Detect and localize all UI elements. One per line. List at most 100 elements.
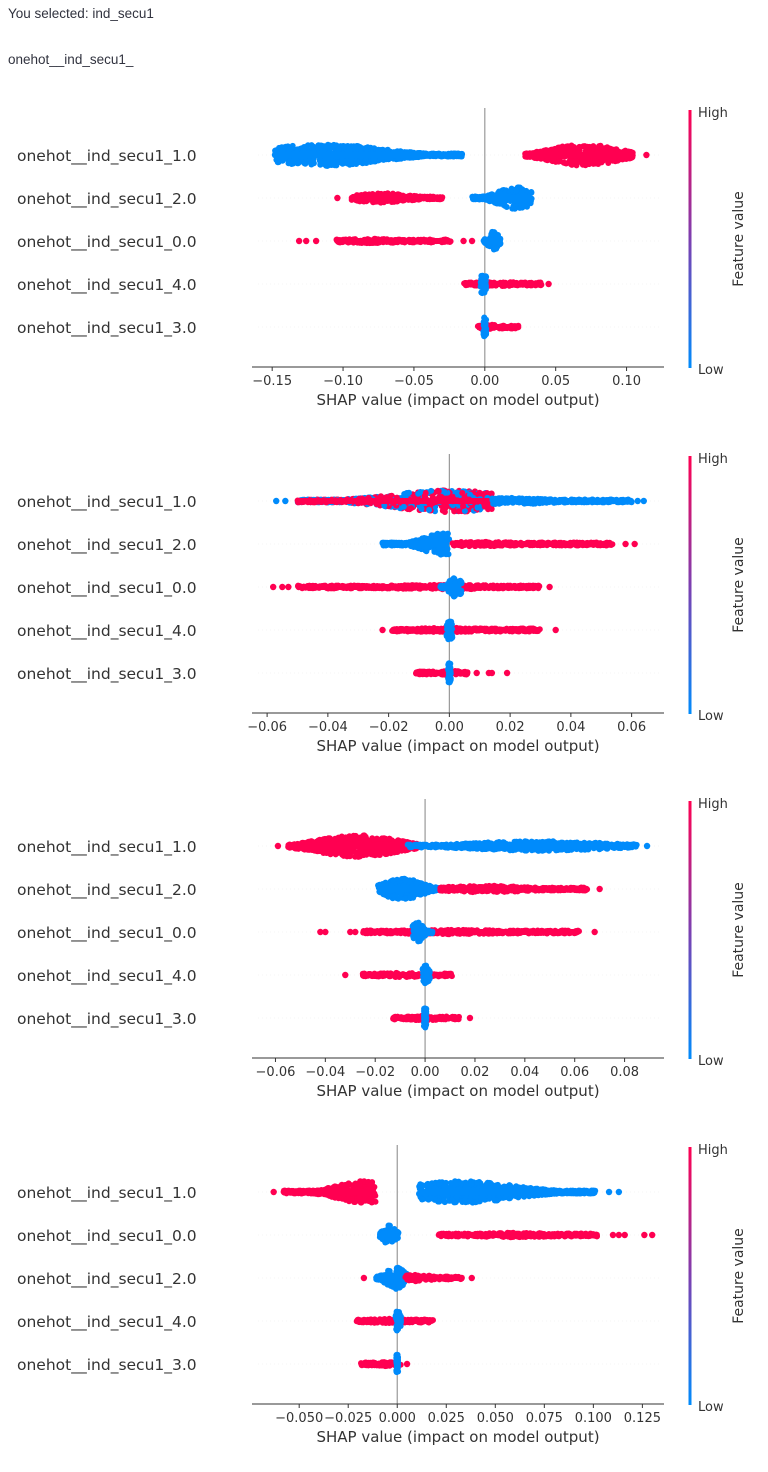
shap-point bbox=[418, 504, 424, 510]
shap-point bbox=[353, 145, 359, 151]
shap-point bbox=[513, 188, 519, 194]
point-band bbox=[440, 584, 461, 590]
shap-point bbox=[408, 505, 414, 511]
x-tick-label: −0.05 bbox=[394, 374, 434, 389]
point-band bbox=[297, 498, 491, 504]
point-band bbox=[352, 195, 443, 201]
x-tick-label: 0.05 bbox=[541, 374, 570, 389]
feature-row: onehot__ind_secu1_2.0 bbox=[17, 184, 662, 211]
shap-outlier-point bbox=[273, 498, 279, 504]
shap-point bbox=[415, 491, 421, 497]
feature-row: onehot__ind_secu1_4.0 bbox=[17, 273, 662, 296]
shap-outlier-point bbox=[634, 498, 640, 504]
shap-outlier-point bbox=[631, 541, 637, 547]
shap-point bbox=[435, 550, 441, 556]
shap-outlier-point bbox=[546, 584, 552, 590]
x-tick-label: 0.00 bbox=[470, 374, 499, 389]
shap-point bbox=[294, 146, 300, 152]
colorbar-low-label: Low bbox=[698, 363, 724, 378]
shap-point bbox=[451, 575, 457, 581]
point-band bbox=[481, 281, 487, 287]
point-band bbox=[452, 541, 613, 547]
point-band bbox=[524, 152, 633, 158]
shap-point bbox=[440, 551, 446, 557]
shap-point bbox=[504, 204, 510, 210]
feature-prefix-text: onehot__ind_secu1_ bbox=[8, 52, 133, 67]
feature-row: onehot__ind_secu1_2.0 bbox=[17, 531, 662, 558]
shap-point bbox=[315, 145, 321, 151]
shap-chart-2: onehot__ind_secu1_1.0 onehot__ind_secu1_2… bbox=[0, 436, 768, 781]
shap-outlier-point bbox=[279, 584, 285, 590]
shap-point bbox=[370, 157, 376, 163]
x-tick-label: −0.15 bbox=[252, 374, 292, 389]
feature-row: onehot__ind_secu1_0.0 bbox=[17, 229, 662, 253]
shap-point bbox=[426, 507, 432, 513]
chart-svg: onehot__ind_secu1_1.0 onehot__ind_secu1_2… bbox=[0, 90, 768, 435]
point-band bbox=[383, 541, 450, 547]
selected-feature-text: You selected: ind_secu1 bbox=[8, 6, 154, 21]
point-band bbox=[483, 324, 486, 330]
point-band bbox=[464, 281, 542, 287]
shap-point bbox=[572, 158, 578, 164]
shap-point bbox=[368, 145, 374, 151]
shap-point bbox=[475, 505, 481, 511]
shap-point bbox=[401, 504, 407, 510]
shap-point bbox=[443, 532, 449, 538]
shap-point bbox=[339, 158, 345, 164]
shap-point bbox=[457, 590, 463, 596]
shap-outlier-point bbox=[303, 238, 309, 244]
shap-point bbox=[436, 488, 442, 494]
shap-point bbox=[286, 147, 292, 153]
point-band bbox=[275, 152, 462, 158]
shap-point bbox=[331, 143, 337, 149]
feature-label: onehot__ind_secu1_2.0 bbox=[17, 536, 197, 555]
shap-point bbox=[582, 143, 588, 149]
feature-row: onehot__ind_secu1_1.0 bbox=[17, 487, 662, 515]
point-band bbox=[297, 584, 540, 590]
feature-label: onehot__ind_secu1_4.0 bbox=[17, 622, 197, 641]
shap-outlier-point bbox=[469, 238, 475, 244]
shap-point bbox=[309, 142, 315, 148]
shap-point bbox=[428, 488, 434, 494]
shap-point bbox=[440, 508, 446, 514]
shap-point bbox=[288, 158, 294, 164]
shap-point bbox=[336, 147, 342, 153]
shap-point bbox=[482, 504, 488, 510]
point-band bbox=[472, 195, 532, 201]
feature-row: onehot__ind_secu1_1.0 bbox=[17, 142, 662, 169]
shap-point bbox=[406, 490, 412, 496]
shap-point bbox=[576, 144, 582, 150]
shap-point bbox=[561, 160, 567, 166]
shap-outlier-point bbox=[622, 541, 628, 547]
shap-point bbox=[567, 158, 573, 164]
shap-point bbox=[482, 332, 488, 338]
point-band bbox=[483, 238, 500, 244]
shap-point bbox=[601, 157, 607, 163]
feature-label: onehot__ind_secu1_0.0 bbox=[17, 233, 197, 252]
shap-outlier-point bbox=[313, 238, 319, 244]
shap-outlier-point bbox=[641, 498, 647, 504]
chart-svg: onehot__ind_secu1_1.0 onehot__ind_secu1_2… bbox=[0, 436, 768, 781]
shap-point bbox=[482, 274, 488, 280]
feature-label: onehot__ind_secu1_3.0 bbox=[17, 319, 197, 338]
feature-label: onehot__ind_secu1_4.0 bbox=[17, 276, 197, 295]
shap-outlier-point bbox=[643, 152, 649, 158]
shap-point bbox=[583, 161, 589, 167]
x-tick-label: 0.10 bbox=[612, 374, 641, 389]
shap-point bbox=[295, 160, 301, 166]
feature-row: onehot__ind_secu1_4.0 bbox=[17, 619, 662, 643]
shap-outlier-point bbox=[270, 584, 276, 590]
shap-outlier-point bbox=[460, 238, 466, 244]
point-band bbox=[492, 498, 632, 504]
shap-point bbox=[590, 145, 596, 151]
shap-outlier-point bbox=[296, 238, 302, 244]
x-axis-label: SHAP value (impact on model output) bbox=[316, 391, 599, 409]
shap-point bbox=[608, 147, 614, 153]
shap-point bbox=[451, 508, 457, 514]
colorbar-title: Feature value bbox=[731, 191, 747, 287]
feature-row: onehot__ind_secu1_0.0 bbox=[17, 575, 662, 599]
shap-point bbox=[317, 160, 323, 166]
feature-row: onehot__ind_secu1_3.0 bbox=[17, 315, 662, 340]
shap-point bbox=[493, 246, 499, 252]
colorbar bbox=[689, 110, 692, 368]
